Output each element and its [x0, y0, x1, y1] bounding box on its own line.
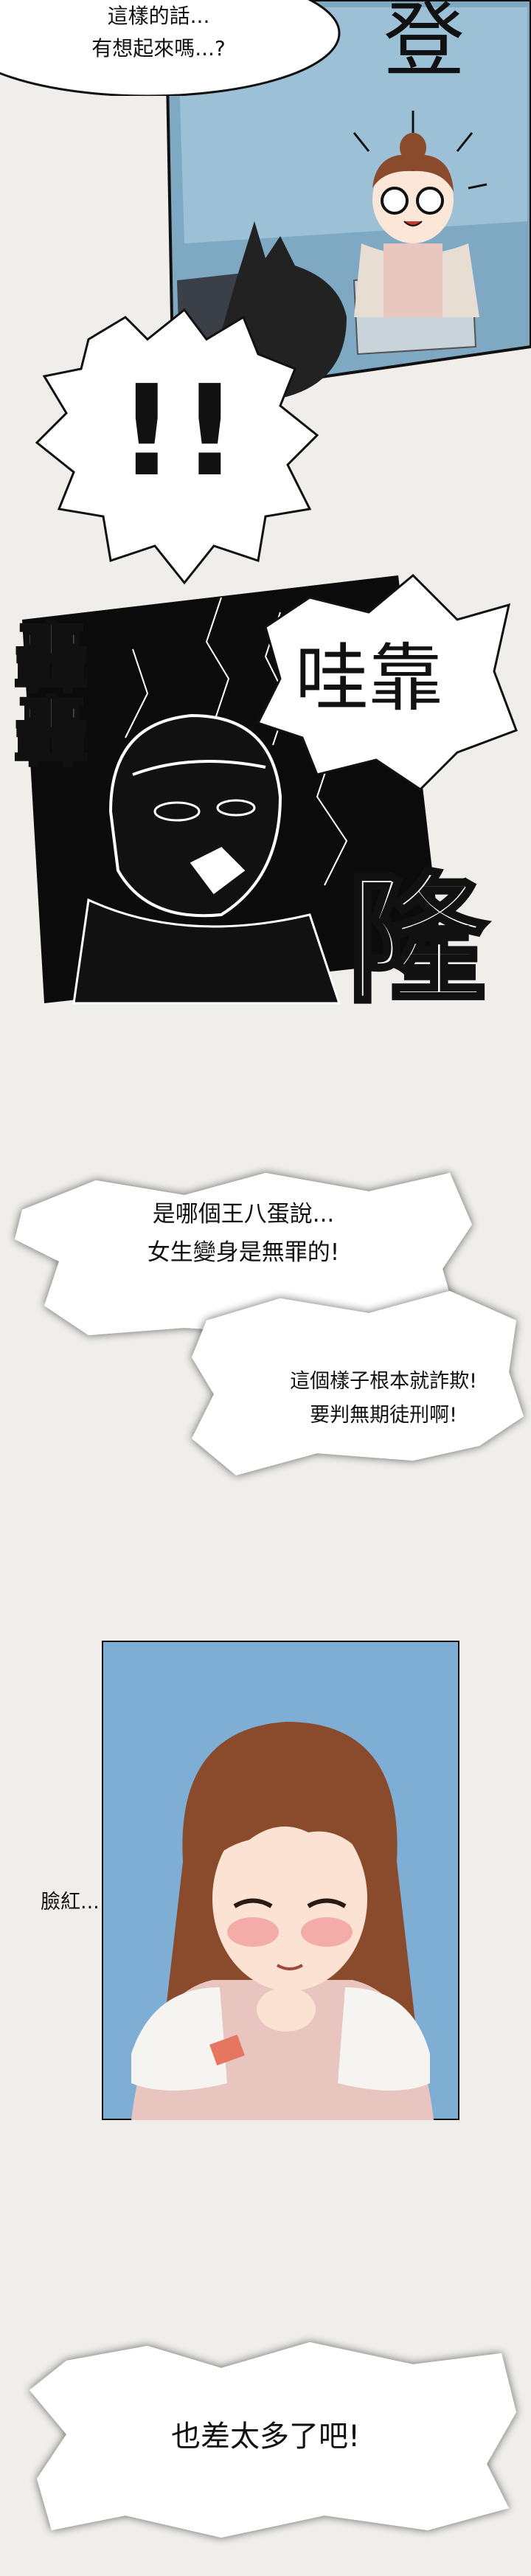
- panel-final-shout: 也差太多了吧!: [0, 2331, 531, 2576]
- blush-caption: 臉紅...: [41, 1891, 100, 1914]
- shock-burst-shape: [35, 308, 319, 585]
- speech-bubble-a-text: 是哪個王八蛋說... 女生變身是無罪的!: [81, 1195, 406, 1272]
- sfx-appear: 登: [384, 0, 465, 88]
- sfx-rumble-right: 隆: [344, 859, 488, 1022]
- panel-speech: 是哪個王八蛋說... 女生變身是無罪的! 這個樣子根本就詐欺! 要判無期徒刑啊!: [0, 1151, 531, 1520]
- panel-lightning: 轟轟 哇靠 隆: [0, 531, 531, 1107]
- speech-line-2: 有想起來嗎...?: [91, 36, 226, 60]
- panel-shock: !!: [0, 295, 531, 590]
- speech-line-1: 這樣的話...: [107, 4, 210, 28]
- final-shout-text: 也差太多了吧!: [170, 2420, 361, 2454]
- speech-bubble-shape: [0, 0, 341, 96]
- panel-portrait: [102, 1641, 459, 2120]
- final-bubble-shape: [30, 2342, 516, 2538]
- lightning-scene-art: [22, 573, 518, 1005]
- speech-a-line-2: 女生變身是無罪的!: [147, 1239, 340, 1266]
- sfx-wow: 哇靠: [295, 635, 442, 721]
- speech-b-line-2: 要判無期徒刑啊!: [310, 1404, 457, 1427]
- shock-marks: !!: [118, 359, 245, 505]
- speech-bubble-b-text: 這個樣子根本就詐欺! 要判無期徒刑啊!: [243, 1365, 524, 1433]
- speech-b-line-1: 這個樣子根本就詐欺!: [290, 1370, 477, 1393]
- speech-bubble-text: 這樣的話... 有想起來嗎...?: [52, 0, 266, 65]
- speech-bubbles-shape: [15, 1173, 524, 1475]
- sfx-rumble-left: 轟轟: [0, 618, 89, 769]
- portrait-art: [102, 1641, 459, 2120]
- speech-a-line-1: 是哪個王八蛋說...: [152, 1201, 335, 1228]
